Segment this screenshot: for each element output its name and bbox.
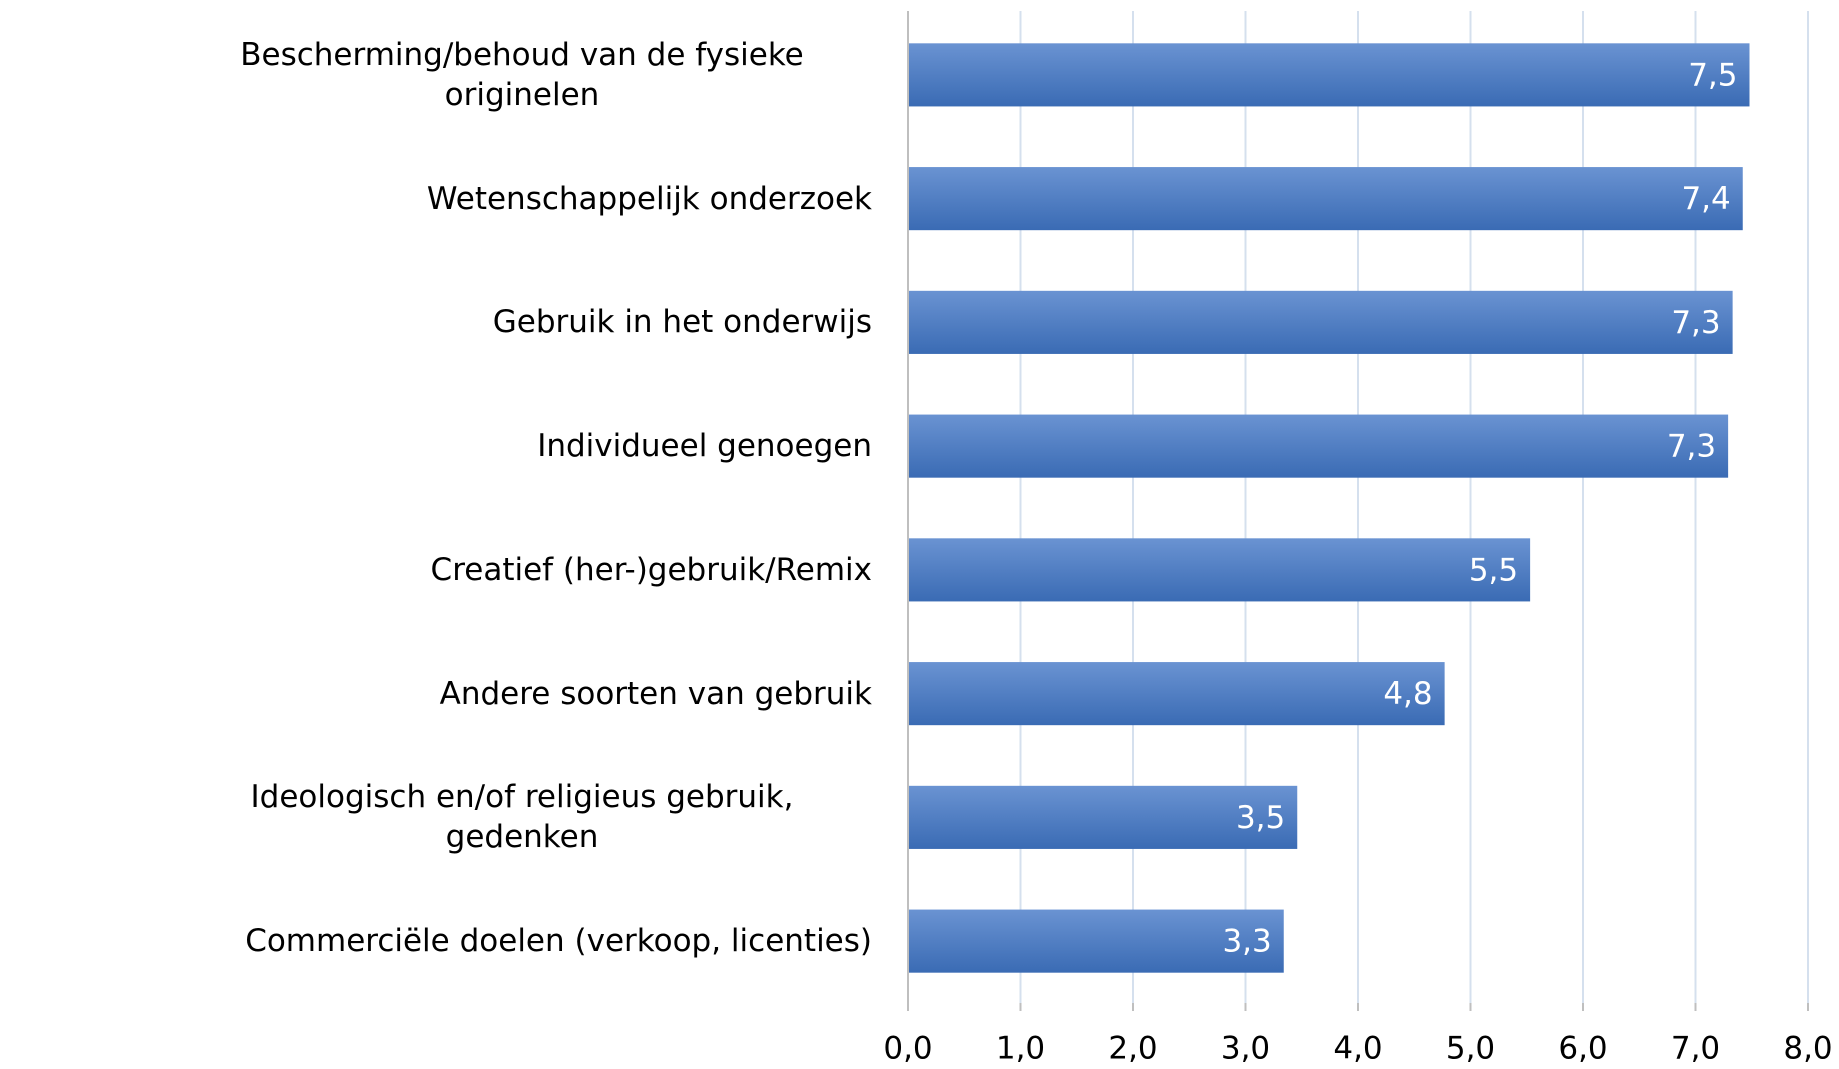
bar <box>908 414 1729 478</box>
y-tick-label: Creatief (her-)gebruik/Remix <box>430 551 872 588</box>
bar <box>908 909 1284 973</box>
x-tick-label: 3,0 <box>1221 1031 1270 1067</box>
data-label: 5,5 <box>1469 552 1518 588</box>
data-label: 3,3 <box>1222 924 1271 960</box>
data-label: 7,3 <box>1667 429 1716 465</box>
x-tick-label: 6,0 <box>1558 1031 1607 1067</box>
bar <box>908 167 1743 231</box>
y-tick-label: Individueel genoegen <box>537 428 872 465</box>
y-tick-label: Ideologisch en/of religieus gebruik, ged… <box>250 779 794 856</box>
bar <box>908 290 1733 354</box>
x-tick-label: 1,0 <box>996 1031 1045 1067</box>
x-tick-label: 0,0 <box>883 1031 932 1067</box>
x-tick-label: 4,0 <box>1333 1031 1382 1067</box>
data-label: 7,3 <box>1671 305 1720 341</box>
bar <box>908 785 1298 849</box>
y-tick-label: Commerciële doelen (verkoop, licenties) <box>245 923 872 960</box>
y-tick-label: Andere soorten van gebruik <box>439 675 872 712</box>
y-tick-label: Wetenschappelijk onderzoek <box>426 180 872 217</box>
x-tick-label: 2,0 <box>1108 1031 1157 1067</box>
x-tick-label: 5,0 <box>1446 1031 1495 1067</box>
y-tick-label: Gebruik in het onderwijs <box>492 304 872 341</box>
bar <box>908 538 1531 602</box>
x-tick-label: 8,0 <box>1783 1031 1832 1067</box>
data-label: 4,8 <box>1383 676 1432 712</box>
y-tick-label: Bescherming/behoud van de fysieke origin… <box>240 36 804 113</box>
data-label: 7,5 <box>1688 57 1737 93</box>
data-label: 3,5 <box>1236 800 1285 836</box>
bar <box>908 43 1750 107</box>
bar <box>908 662 1445 726</box>
data-label: 7,4 <box>1681 181 1730 217</box>
x-tick-label: 7,0 <box>1671 1031 1720 1067</box>
